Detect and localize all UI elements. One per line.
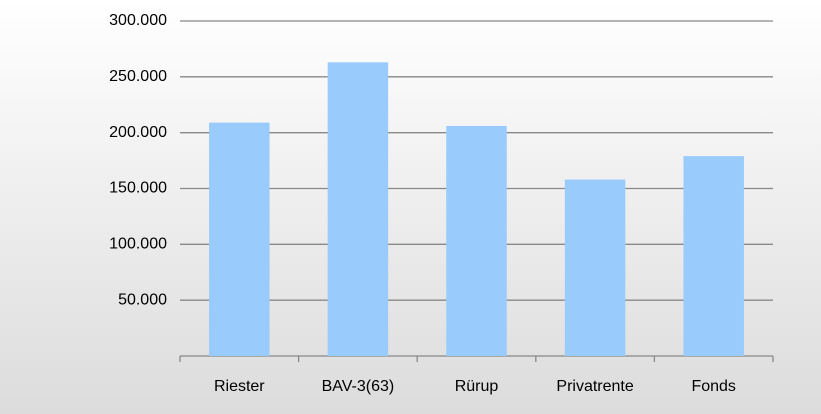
x-tick-label: Riester: [214, 378, 265, 395]
bar: [209, 122, 270, 356]
y-tick-label: 100.000: [109, 236, 167, 253]
bar: [564, 179, 626, 356]
y-tick-label: 200.000: [109, 124, 167, 141]
y-tick-label: 250.000: [109, 68, 167, 85]
x-tick-label: Privatrente: [556, 378, 633, 395]
y-tick-label: 50.000: [118, 291, 167, 308]
bar: [327, 62, 389, 357]
bar: [683, 156, 744, 356]
bar: [446, 125, 507, 356]
x-tick-label: BAV-3(63): [322, 378, 395, 395]
x-tick-label: Rürup: [455, 378, 499, 395]
y-tick-label: 150.000: [109, 180, 167, 197]
y-tick-label: 300.000: [109, 12, 167, 29]
x-tick-label: Fonds: [691, 378, 735, 395]
